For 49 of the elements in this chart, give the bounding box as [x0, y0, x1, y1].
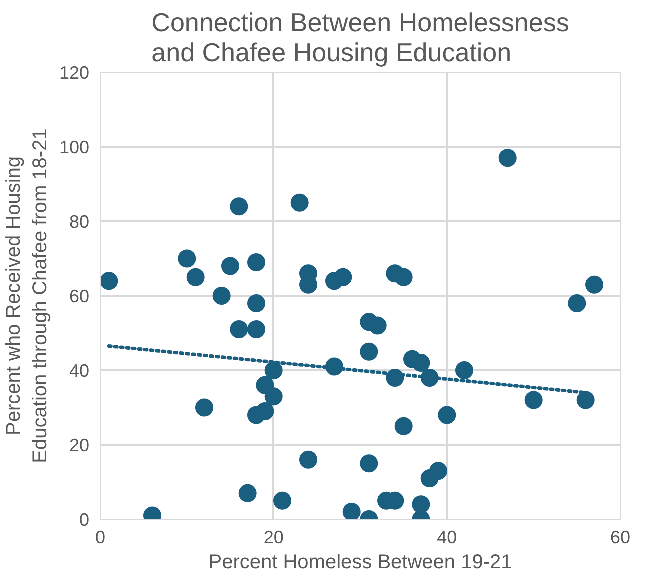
- point: [498, 149, 517, 168]
- x-tick-label: 0: [95, 528, 106, 548]
- point: [456, 362, 474, 380]
- point: [394, 417, 413, 436]
- chart-title: Connection Between Homelessness and Chafee Housing Education: [152, 8, 570, 68]
- point: [264, 362, 283, 380]
- y-tick-label: 60: [69, 286, 90, 306]
- point: [248, 294, 266, 312]
- point: [248, 253, 266, 272]
- point: [212, 287, 231, 305]
- x-tick-label: 60: [610, 528, 631, 548]
- y-axis-title: Percent who Received Housing Education through Chafee from 18-21: [3, 128, 52, 464]
- point: [412, 354, 430, 372]
- point: [248, 320, 266, 339]
- point: [274, 492, 292, 510]
- point: [524, 391, 543, 410]
- point: [576, 391, 595, 410]
- point: [412, 496, 430, 514]
- point: [264, 388, 283, 406]
- point: [300, 450, 318, 469]
- point: [230, 198, 248, 216]
- point: [586, 276, 604, 294]
- y-tick-label: 100: [59, 138, 90, 158]
- point: [368, 316, 387, 335]
- point: [430, 462, 448, 480]
- x-axis-title: Percent Homeless Between 19-21: [208, 552, 512, 574]
- point: [438, 406, 456, 424]
- point: [186, 268, 205, 286]
- point: [342, 503, 361, 520]
- x-tick-label: 40: [437, 528, 458, 548]
- point: [230, 320, 248, 339]
- point: [238, 484, 257, 502]
- point: [360, 342, 378, 361]
- point: [196, 398, 214, 417]
- point: [290, 194, 309, 212]
- point: [178, 250, 196, 268]
- point: [334, 268, 352, 286]
- point: [100, 272, 118, 290]
- y-tick-label: 20: [69, 436, 90, 456]
- point: [222, 257, 240, 276]
- point: [256, 402, 274, 420]
- y-tick-label: 80: [69, 212, 90, 232]
- point: [394, 268, 413, 286]
- y-tick-label: 120: [59, 63, 90, 83]
- x-tick-label: 20: [264, 528, 284, 548]
- y-tick-label: 0: [79, 510, 90, 530]
- point: [360, 454, 378, 473]
- y-tick-label: 40: [69, 361, 90, 381]
- point: [568, 294, 586, 312]
